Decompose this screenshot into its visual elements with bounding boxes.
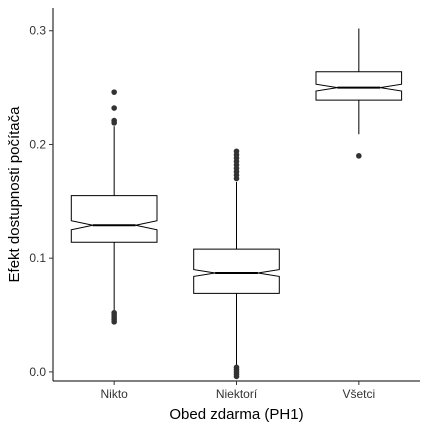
- x-tick-label: Niektorí: [216, 387, 258, 401]
- outlier-point: [233, 148, 240, 155]
- outlier-point: [233, 364, 240, 371]
- y-axis-title: Efekt dostupnosti počítača: [6, 106, 23, 283]
- y-ticks: 0.0 0.1 0.2 0.3: [29, 24, 53, 379]
- box-0: [70, 89, 158, 325]
- x-tick-label: Nikto: [100, 387, 128, 401]
- x-axis-title: Obed zdarma (PH1): [169, 406, 303, 423]
- boxes-layer: [70, 28, 403, 380]
- box-2: [315, 28, 403, 159]
- box-1: [193, 148, 280, 380]
- box-body: [70, 195, 158, 243]
- outlier-point: [111, 117, 117, 124]
- outlier-point: [111, 105, 117, 111]
- box-body: [315, 71, 403, 101]
- y-tick-label: 0.0: [29, 365, 46, 379]
- outlier-point: [356, 153, 362, 159]
- x-ticks: Nikto Niektorí Všetci: [100, 381, 375, 401]
- box-body: [193, 248, 280, 294]
- x-tick-label: Všetci: [342, 387, 375, 401]
- outlier-point: [111, 89, 117, 95]
- outlier-point: [111, 309, 117, 316]
- y-tick-label: 0.3: [29, 24, 46, 38]
- y-tick-label: 0.1: [29, 251, 46, 265]
- y-tick-label: 0.2: [29, 137, 46, 151]
